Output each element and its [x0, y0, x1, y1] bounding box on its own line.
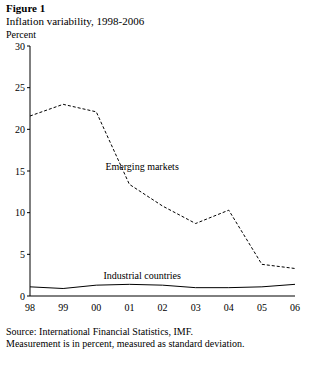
svg-text:06: 06 — [290, 302, 300, 313]
html-text:Figure 1: Figure 1 — [6, 2, 46, 14]
svg-text:99: 99 — [58, 302, 68, 313]
svg-text:01: 01 — [124, 302, 134, 313]
svg-text:03: 03 — [191, 302, 201, 313]
svg-text:Emerging markets: Emerging markets — [105, 161, 179, 172]
svg-text:0: 0 — [20, 291, 25, 302]
html-text:Inflation variability, 1998-20: Inflation variability, 1998-2006 — [6, 15, 145, 27]
html-text:Percent: Percent — [6, 29, 36, 40]
svg-text:10: 10 — [15, 207, 25, 218]
html-text:Source: International Financia: Source: International Financial Statisti… — [6, 326, 193, 337]
svg-text:02: 02 — [158, 302, 168, 313]
svg-text:15: 15 — [15, 166, 25, 177]
svg-text:30: 30 — [15, 41, 25, 52]
svg-text:20: 20 — [15, 124, 25, 135]
svg-text:00: 00 — [91, 302, 101, 313]
svg-text:Industrial countries: Industrial countries — [103, 270, 181, 281]
svg-text:5: 5 — [20, 249, 25, 260]
html-text:Measurement is in percent, mea: Measurement is in percent, measured as s… — [6, 338, 245, 349]
svg-text:05: 05 — [257, 302, 267, 313]
svg-text:98: 98 — [25, 302, 35, 313]
svg-text:04: 04 — [224, 302, 234, 313]
svg-text:25: 25 — [15, 82, 25, 93]
